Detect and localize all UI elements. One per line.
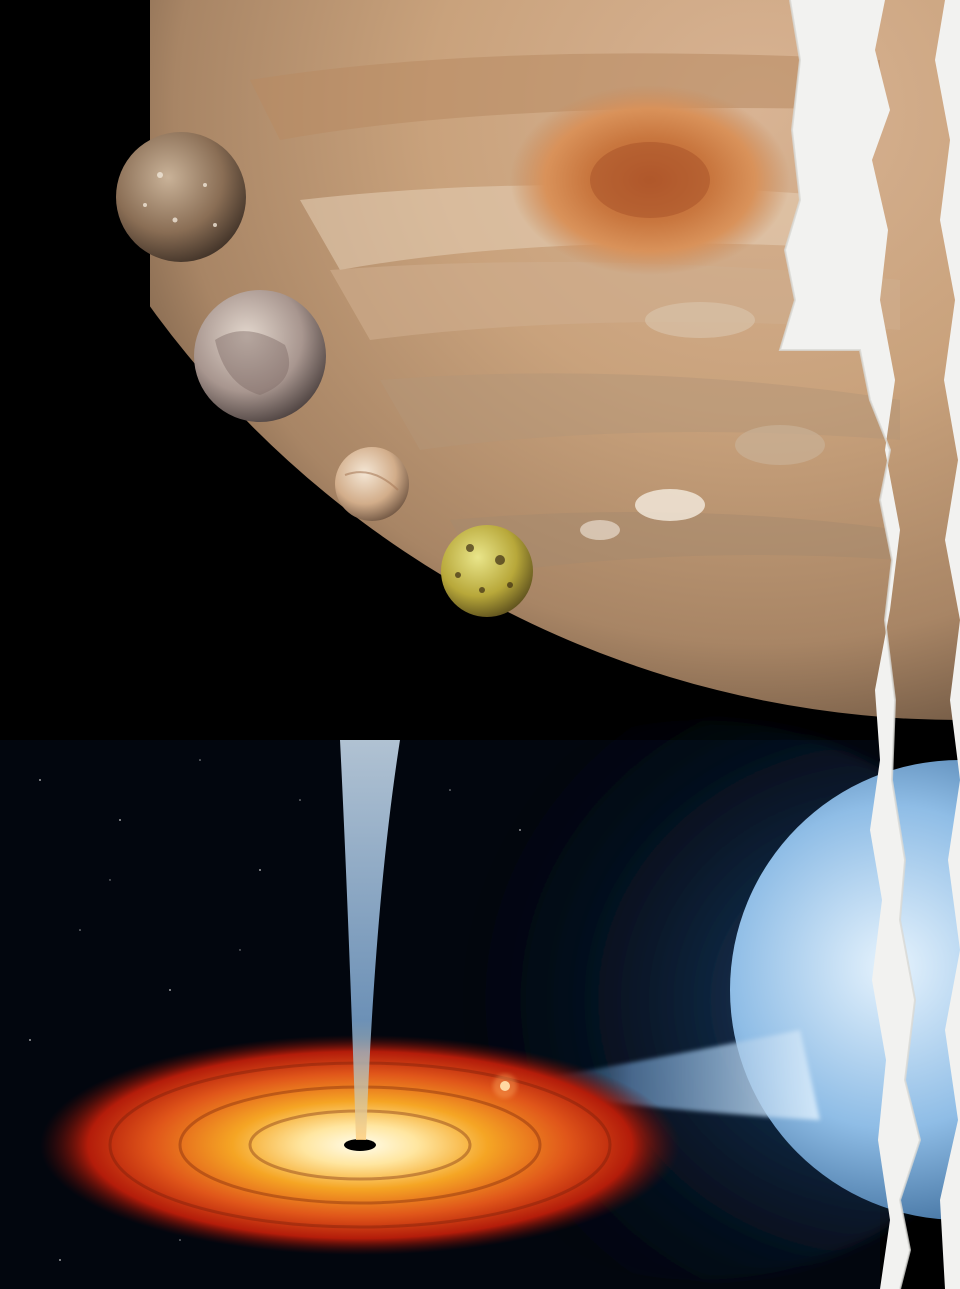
- black-hole-panel: [0, 720, 960, 1289]
- callisto-moon: [116, 132, 246, 262]
- io-moon: [441, 525, 533, 617]
- ganymede-moon: [194, 290, 326, 422]
- torn-paper-edge: [780, 0, 960, 1289]
- relativistic-jet: [340, 740, 400, 1140]
- black-hole-core: [344, 1139, 376, 1151]
- europa-moon: [335, 447, 409, 521]
